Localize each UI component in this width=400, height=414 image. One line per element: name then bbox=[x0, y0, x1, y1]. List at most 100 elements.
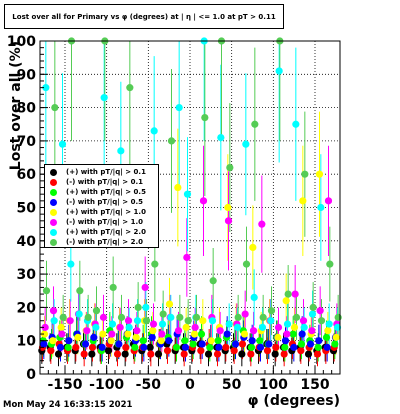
data-point bbox=[124, 330, 132, 338]
data-point bbox=[167, 137, 176, 145]
data-point bbox=[323, 343, 331, 351]
data-point bbox=[224, 217, 233, 225]
data-point bbox=[88, 350, 96, 358]
data-point bbox=[113, 350, 122, 358]
data-point bbox=[180, 350, 188, 358]
data-point bbox=[165, 300, 174, 308]
data-point bbox=[192, 313, 201, 321]
data-point bbox=[204, 350, 213, 358]
data-point bbox=[272, 343, 280, 351]
data-point bbox=[99, 313, 108, 321]
data-point bbox=[280, 350, 288, 358]
data-point bbox=[207, 337, 215, 345]
data-point bbox=[217, 133, 225, 142]
data-point bbox=[174, 183, 182, 192]
data-point bbox=[42, 287, 51, 295]
timestamp: Mon May 24 16:33:15 2021 bbox=[3, 400, 133, 410]
data-point bbox=[72, 343, 80, 351]
y-tick-label: 70 bbox=[17, 134, 37, 150]
data-point bbox=[231, 340, 240, 348]
legend-entry: (+) with pT/|q| > 0.5 bbox=[48, 187, 158, 197]
data-point bbox=[247, 350, 255, 358]
data-point bbox=[308, 310, 317, 318]
data-point bbox=[142, 303, 150, 311]
legend-marker bbox=[50, 208, 57, 216]
data-point bbox=[216, 327, 224, 335]
data-point bbox=[190, 330, 199, 338]
data-point bbox=[176, 313, 184, 321]
y-tick-label: 50 bbox=[17, 201, 37, 217]
data-point bbox=[84, 313, 92, 321]
data-point bbox=[275, 67, 283, 75]
data-point bbox=[40, 330, 49, 338]
data-point bbox=[304, 350, 313, 358]
data-point bbox=[47, 347, 55, 355]
data-point bbox=[167, 313, 175, 321]
data-point bbox=[317, 203, 325, 212]
legend-marker bbox=[50, 168, 57, 176]
data-point bbox=[100, 94, 108, 102]
data-point bbox=[74, 333, 82, 341]
data-point bbox=[109, 283, 117, 292]
data-point bbox=[283, 320, 292, 328]
data-point bbox=[133, 327, 141, 335]
data-point bbox=[241, 310, 249, 318]
data-point bbox=[40, 340, 48, 348]
legend-label: (-) with pT/|q| > 0.1 bbox=[66, 178, 143, 186]
data-point bbox=[274, 333, 282, 341]
data-point bbox=[206, 343, 214, 351]
y-tick-label: 40 bbox=[17, 234, 37, 250]
data-point bbox=[56, 343, 65, 351]
legend-entry: (+) with pT/|q| > 2.0 bbox=[48, 227, 158, 237]
data-point bbox=[122, 343, 130, 351]
data-point bbox=[158, 320, 167, 328]
data-point bbox=[267, 317, 275, 325]
data-point bbox=[107, 337, 115, 345]
data-point bbox=[148, 333, 156, 341]
data-point bbox=[149, 327, 157, 335]
data-point bbox=[88, 343, 97, 351]
x-axis-title: φ (degrees) bbox=[248, 393, 340, 409]
data-point bbox=[76, 287, 84, 295]
axis-ticks: 0 10 20 30 40 50 60 70 80 90 100 -150 -100 -50 0 50 100 1… bbox=[7, 34, 333, 393]
data-point bbox=[258, 220, 266, 228]
data-point bbox=[234, 313, 242, 321]
y-tick-label: 60 bbox=[17, 167, 37, 183]
data-point bbox=[274, 323, 283, 331]
data-point bbox=[289, 330, 297, 338]
data-point bbox=[300, 323, 308, 331]
data-point bbox=[249, 243, 257, 252]
data-point bbox=[242, 140, 250, 148]
legend-label: (+) with pT/|q| > 0.5 bbox=[66, 188, 146, 196]
data-point bbox=[197, 347, 205, 355]
data-point bbox=[133, 317, 142, 325]
data-point bbox=[134, 303, 142, 311]
legend-entry: (-) with pT/|q| > 2.0 bbox=[48, 237, 158, 247]
data-point bbox=[41, 323, 49, 331]
data-point bbox=[284, 290, 292, 298]
y-tick-label: 20 bbox=[17, 300, 37, 316]
data-point bbox=[117, 313, 126, 321]
data-point bbox=[215, 343, 223, 351]
data-point bbox=[331, 340, 339, 348]
data-point bbox=[159, 310, 167, 318]
data-point bbox=[213, 350, 222, 358]
data-point bbox=[315, 337, 323, 345]
legend-label: (-) with pT/|q| > 0.5 bbox=[66, 198, 143, 206]
data-point bbox=[191, 323, 199, 331]
data-point bbox=[226, 163, 234, 172]
chart-title-box: Lost over all for Primary vs φ (degrees)… bbox=[4, 4, 284, 29]
data-point bbox=[281, 337, 290, 345]
data-point bbox=[132, 333, 140, 341]
data-point bbox=[198, 340, 206, 348]
data-point bbox=[154, 350, 163, 358]
data-point bbox=[146, 343, 154, 351]
data-point bbox=[238, 340, 247, 348]
data-point bbox=[151, 260, 159, 268]
legend-label: (-) with pT/|q| > 1.0 bbox=[66, 218, 143, 226]
data-point bbox=[299, 197, 307, 205]
legend-entry: (-) with pT/|q| > 0.5 bbox=[48, 197, 158, 207]
data-point bbox=[139, 337, 147, 345]
data-point bbox=[258, 323, 267, 331]
x-tick-label: -100 bbox=[89, 377, 124, 393]
